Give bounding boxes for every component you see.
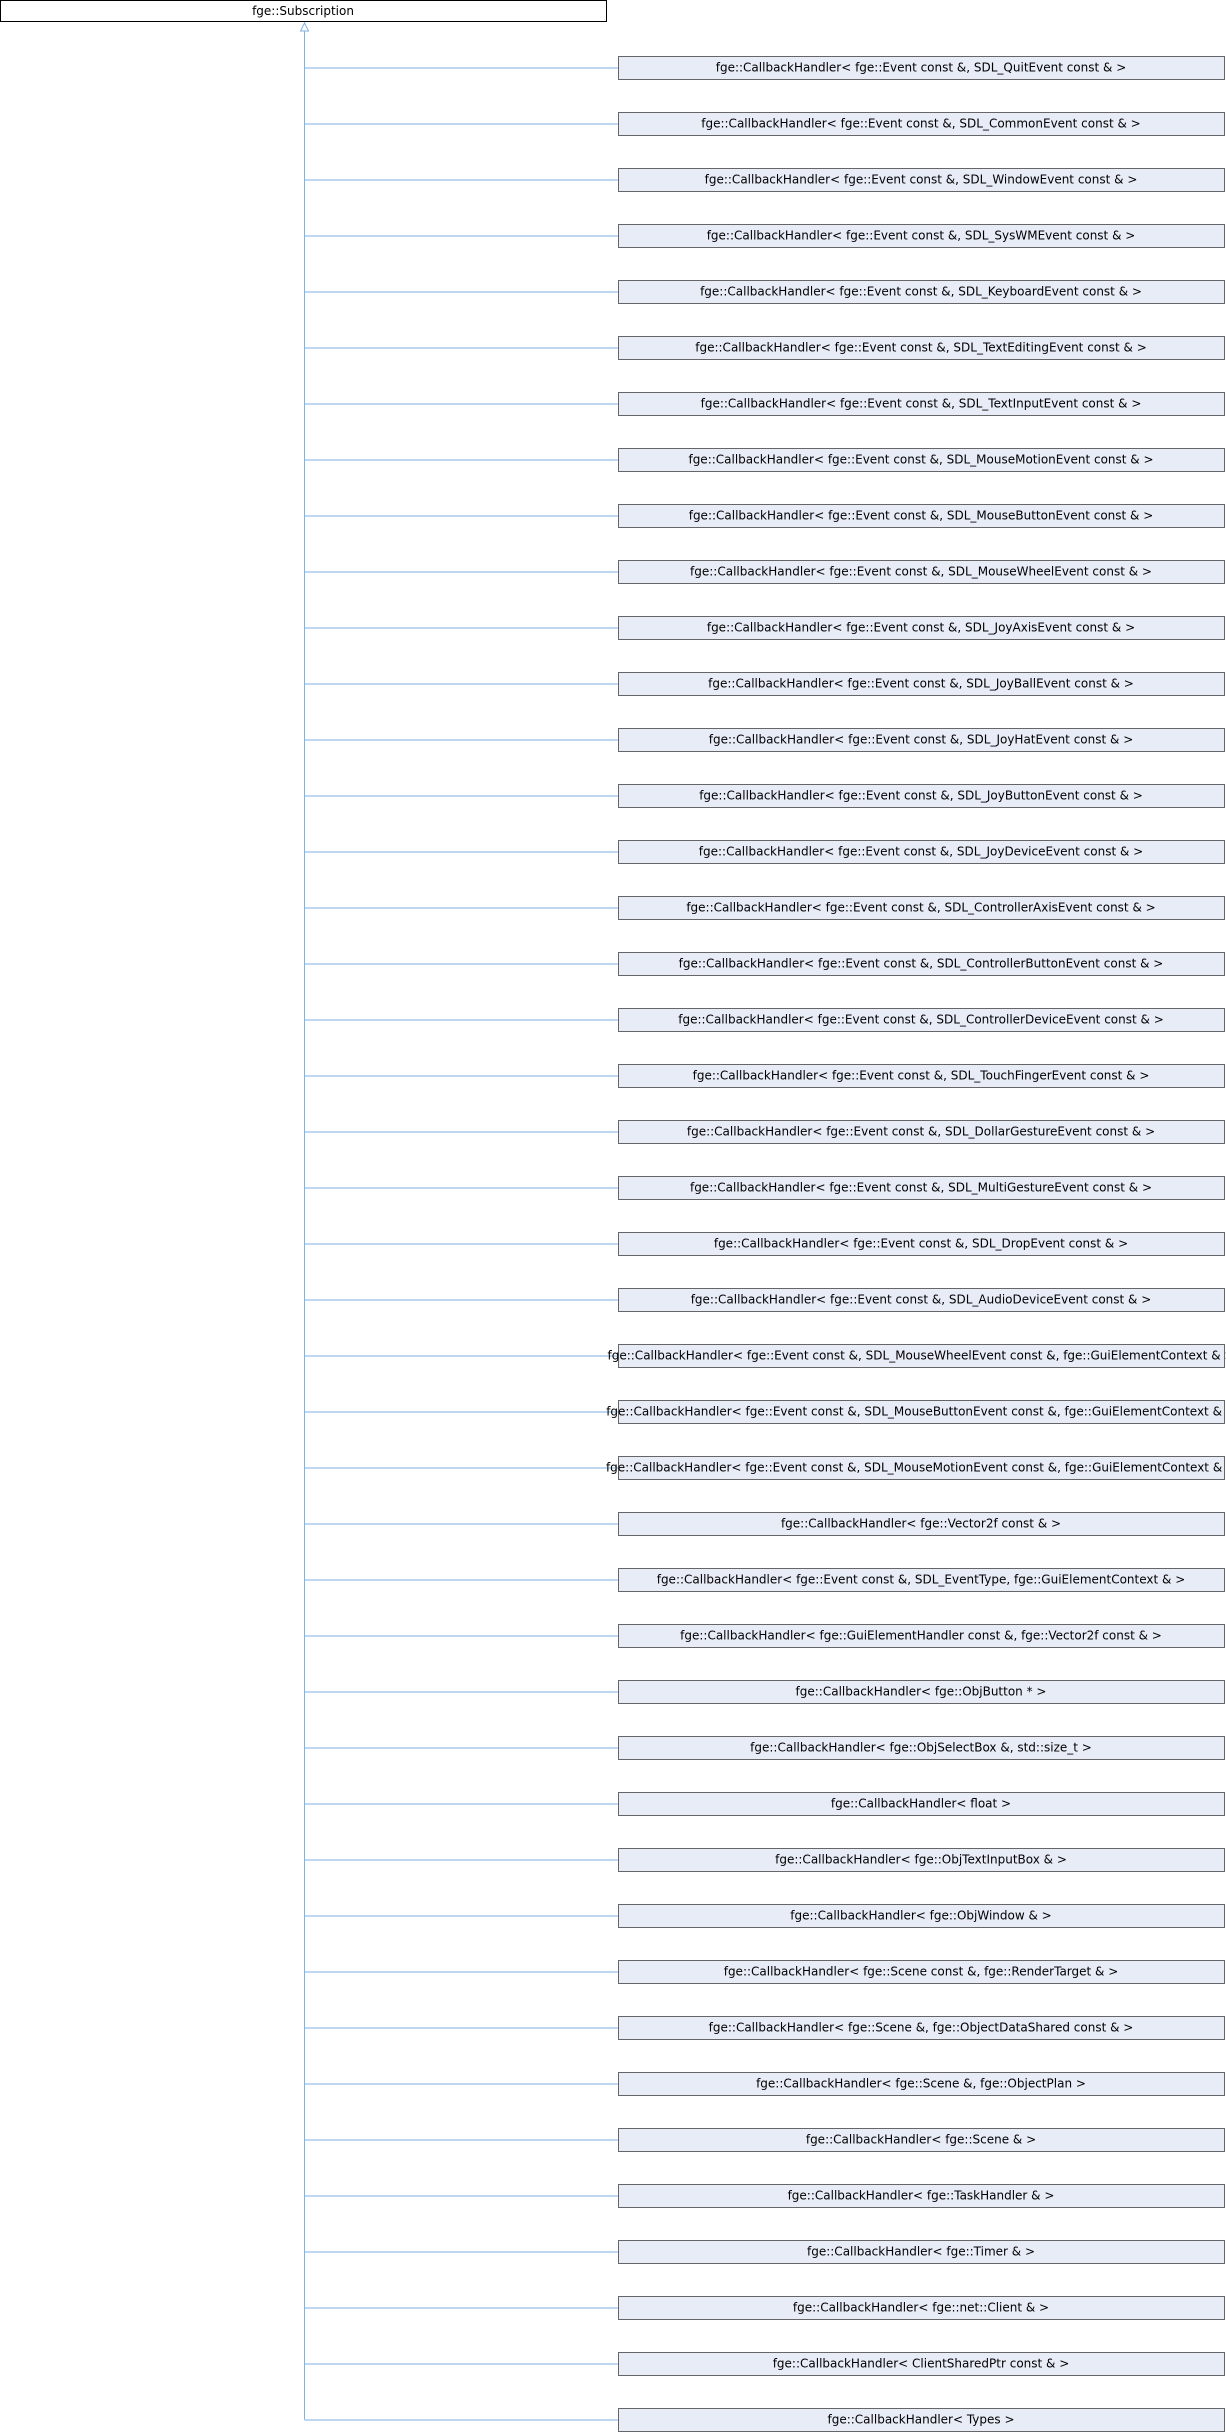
class-box (618, 896, 1225, 920)
class-box (618, 2184, 1225, 2208)
class-box (618, 392, 1225, 416)
class-box (618, 504, 1225, 528)
class-box (618, 616, 1225, 640)
class-box (618, 1344, 1225, 1368)
class-box (618, 1568, 1225, 1592)
class-label: fge::CallbackHandler< fge::Event const &… (693, 1069, 1150, 1083)
class-label: fge::CallbackHandler< Types > (827, 2413, 1014, 2427)
class-box (618, 2352, 1225, 2376)
class-box (618, 2296, 1225, 2320)
class-label: fge::CallbackHandler< fge::Event const &… (709, 733, 1134, 747)
class-box (618, 448, 1225, 472)
class-label: fge::CallbackHandler< fge::Event const &… (679, 957, 1164, 971)
class-box (618, 672, 1225, 696)
class-box (618, 1176, 1225, 1200)
class-box (618, 784, 1225, 808)
class-label: fge::CallbackHandler< fge::Event const &… (705, 173, 1138, 187)
class-label: fge::CallbackHandler< fge::ObjSelectBox … (750, 1741, 1092, 1755)
class-box (618, 168, 1225, 192)
class-box (618, 1232, 1225, 1256)
root-box (0, 0, 607, 22)
class-box (618, 1680, 1225, 1704)
class-label: fge::CallbackHandler< fge::Scene &, fge:… (756, 2077, 1086, 2091)
class-box (618, 1288, 1225, 1312)
class-box (618, 2128, 1225, 2152)
class-box (618, 1120, 1225, 1144)
class-box (618, 1624, 1225, 1648)
class-label: fge::CallbackHandler< fge::Event const &… (700, 285, 1142, 299)
class-box (618, 1008, 1225, 1032)
class-label: fge::CallbackHandler< fge::Event const &… (707, 229, 1136, 243)
class-label: fge::CallbackHandler< fge::Scene & > (806, 2133, 1036, 2147)
class-label: fge::CallbackHandler< fge::Timer & > (807, 2245, 1035, 2259)
class-label: fge::CallbackHandler< fge::Event const &… (691, 1293, 1152, 1307)
class-label: fge::CallbackHandler< fge::Event const &… (686, 901, 1155, 915)
class-label: fge::CallbackHandler< ClientSharedPtr co… (773, 2357, 1070, 2371)
class-label: fge::CallbackHandler< fge::Event const &… (690, 565, 1152, 579)
class-box (618, 1736, 1225, 1760)
class-box (618, 224, 1225, 248)
class-label: fge::CallbackHandler< fge::TaskHandler &… (788, 2189, 1055, 2203)
class-label: fge::CallbackHandler< fge::ObjWindow & > (790, 1909, 1051, 1923)
class-box (618, 1960, 1225, 1984)
class-label: fge::CallbackHandler< float > (831, 1797, 1011, 1811)
class-label: fge::CallbackHandler< fge::ObjButton * > (796, 1685, 1047, 1699)
class-box (618, 840, 1225, 864)
class-label: fge::CallbackHandler< fge::Event const &… (701, 397, 1142, 411)
class-box (618, 1456, 1225, 1480)
class-box (618, 1904, 1225, 1928)
class-box (618, 1848, 1225, 1872)
class-box (618, 2016, 1225, 2040)
class-label: fge::CallbackHandler< fge::Event const &… (690, 1181, 1152, 1195)
class-label: fge::CallbackHandler< fge::Scene const &… (724, 1965, 1119, 1979)
class-box (618, 952, 1225, 976)
class-box (618, 336, 1225, 360)
class-label: fge::CallbackHandler< fge::Event const &… (707, 621, 1135, 635)
class-box (618, 1064, 1225, 1088)
class-label: fge::CallbackHandler< fge::Event const &… (699, 845, 1143, 859)
class-box (618, 56, 1225, 80)
class-box (618, 1512, 1225, 1536)
class-label: fge::CallbackHandler< fge::Event const &… (716, 61, 1127, 75)
class-label: fge::CallbackHandler< fge::Event const &… (687, 1125, 1155, 1139)
class-box (618, 1400, 1225, 1424)
root-label: fge::Subscription (252, 4, 354, 18)
class-label: fge::CallbackHandler< fge::Event const &… (701, 117, 1140, 131)
class-label: fge::CallbackHandler< fge::Event const &… (678, 1013, 1164, 1027)
class-label: fge::CallbackHandler< fge::net::Client &… (793, 2301, 1049, 2315)
class-box (618, 728, 1225, 752)
class-box (618, 1792, 1225, 1816)
class-box (618, 2072, 1225, 2096)
class-label: fge::CallbackHandler< fge::Vector2f cons… (781, 1517, 1061, 1531)
class-box (618, 280, 1225, 304)
class-label: fge::CallbackHandler< fge::Event const &… (608, 1349, 1226, 1363)
arrow-head (299, 21, 310, 32)
class-label: fge::CallbackHandler< fge::Event const &… (606, 1461, 1226, 1475)
class-label: fge::CallbackHandler< fge::Event const &… (714, 1237, 1128, 1251)
class-box (618, 112, 1225, 136)
class-label: fge::CallbackHandler< fge::Event const &… (699, 789, 1143, 803)
class-label: fge::CallbackHandler< fge::Event const &… (689, 509, 1154, 523)
class-label: fge::CallbackHandler< fge::Event const &… (688, 453, 1153, 467)
class-label: fge::CallbackHandler< fge::Event const &… (606, 1405, 1226, 1419)
class-box (618, 2240, 1225, 2264)
class-box (618, 560, 1225, 584)
class-label: fge::CallbackHandler< fge::ObjTextInputB… (775, 1853, 1067, 1867)
class-label: fge::CallbackHandler< fge::Event const &… (657, 1573, 1186, 1587)
class-label: fge::CallbackHandler< fge::Event const &… (695, 341, 1147, 355)
class-label: fge::CallbackHandler< fge::GuiElementHan… (680, 1629, 1162, 1643)
class-label: fge::CallbackHandler< fge::Scene &, fge:… (709, 2021, 1134, 2035)
class-label: fge::CallbackHandler< fge::Event const &… (708, 677, 1134, 691)
